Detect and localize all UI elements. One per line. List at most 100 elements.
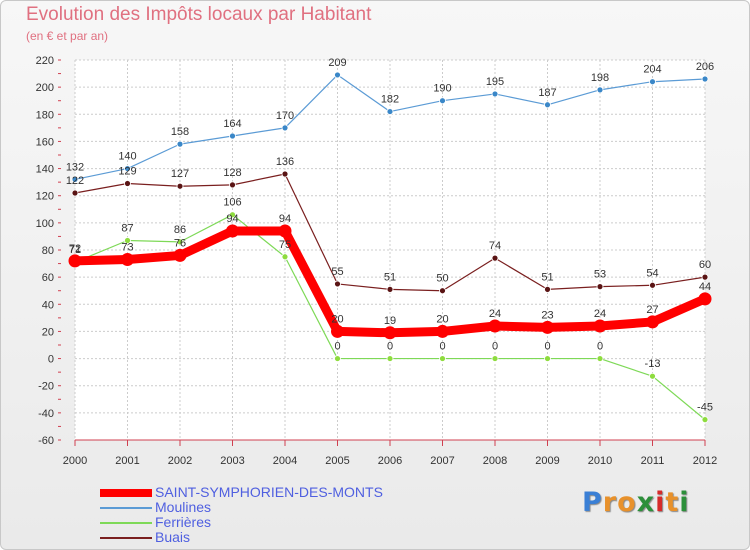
data-point [701,273,709,281]
data-label: 86 [174,224,186,236]
data-point [701,75,709,83]
chart-subtitle: (en € et par an) [26,29,109,43]
data-label: 44 [699,281,711,293]
x-tick-label: 2010 [588,455,612,467]
data-point [278,224,292,238]
data-label: 24 [594,308,606,320]
data-point [281,253,289,261]
data-label: 129 [118,166,136,178]
data-point [281,170,289,178]
data-label: 182 [381,94,399,106]
data-label: 24 [489,308,501,320]
x-tick-label: 2007 [430,455,454,467]
y-tick-label: 60 [42,272,54,284]
logo-letter: i [655,487,666,518]
data-point [229,211,236,219]
data-point [124,237,131,244]
data-point [124,165,131,172]
data-label: 20 [436,313,448,325]
y-tick-label: 220 [36,55,54,67]
data-label: 204 [643,64,661,76]
data-point [71,189,79,197]
data-label: 0 [597,341,603,353]
y-tick-label: 20 [42,326,54,338]
x-tick-label: 2011 [641,455,665,467]
x-tick-label: 2001 [115,455,139,467]
data-label: 106 [223,197,241,209]
data-label: 128 [223,167,241,179]
data-point [488,319,502,333]
data-point [649,281,656,289]
x-tick-label: 2003 [220,455,244,467]
data-point [124,180,131,187]
x-tick-label: 2005 [325,455,349,467]
data-point [541,320,554,334]
data-point [439,355,446,362]
data-label: 140 [118,151,136,163]
data-point [596,86,604,94]
data-point [334,355,341,362]
data-point [596,355,604,362]
legend-label: Buais [155,529,191,545]
data-label: 55 [331,266,343,278]
data-point [68,254,82,268]
data-label: 54 [646,267,658,279]
data-label: 198 [591,72,609,84]
data-point [334,280,341,288]
data-label: 0 [492,341,498,353]
data-point [281,124,289,132]
x-tick-label: 2004 [273,455,297,467]
y-tick-label: 80 [42,245,54,257]
data-point [121,253,134,266]
y-tick-label: 0 [48,354,54,366]
data-label: 195 [486,76,504,88]
data-label: 60 [699,259,711,271]
legend-swatch [100,537,152,539]
data-label: 19 [384,315,396,327]
data-label: 72 [69,243,81,255]
y-tick-label: 140 [36,164,54,176]
x-tick-label: 2008 [483,455,507,467]
data-point [226,224,239,238]
data-label: 136 [276,156,294,168]
data-label: 71 [69,244,81,256]
data-point [176,140,184,148]
data-label: 190 [433,83,451,95]
data-label: 75 [279,239,291,251]
data-label: 74 [489,240,501,252]
data-label: 73 [121,242,133,254]
x-tick-label: 2000 [63,455,87,467]
data-label: -13 [645,358,661,370]
data-point [701,416,709,424]
data-point [229,132,236,140]
chart-title: Evolution des Impôts locaux par Habitant [26,4,372,25]
data-label: 0 [334,341,340,353]
legend-label: SAINT-SYMPHORIEN-DES-MONTS [155,484,383,500]
legend-swatch [100,489,152,497]
y-tick-label: -20 [38,381,54,393]
data-label: 50 [436,273,448,285]
y-tick-label: 200 [36,82,54,94]
logo-letter: r [602,487,618,518]
data-point [596,283,604,291]
legend-label: Moulines [155,499,212,515]
data-label: 51 [384,271,396,283]
x-tick-label: 2009 [535,455,559,467]
data-label: 0 [387,341,393,353]
data-point [334,71,341,79]
line-chart: 220200180160140120100806040200-20-40-602… [36,55,718,467]
data-point [698,292,712,306]
data-point [544,101,551,109]
data-label: 187 [538,87,556,99]
data-label: 94 [279,213,291,225]
data-label: 127 [171,168,189,180]
data-point [173,248,187,262]
data-label: 132 [66,161,84,173]
data-label: 87 [121,223,133,235]
data-point [649,78,656,86]
data-label: 23 [541,309,553,321]
data-label: 0 [439,341,445,353]
logo-letter: i [679,487,690,518]
data-point [491,254,499,262]
logo-letter: P [582,487,603,518]
